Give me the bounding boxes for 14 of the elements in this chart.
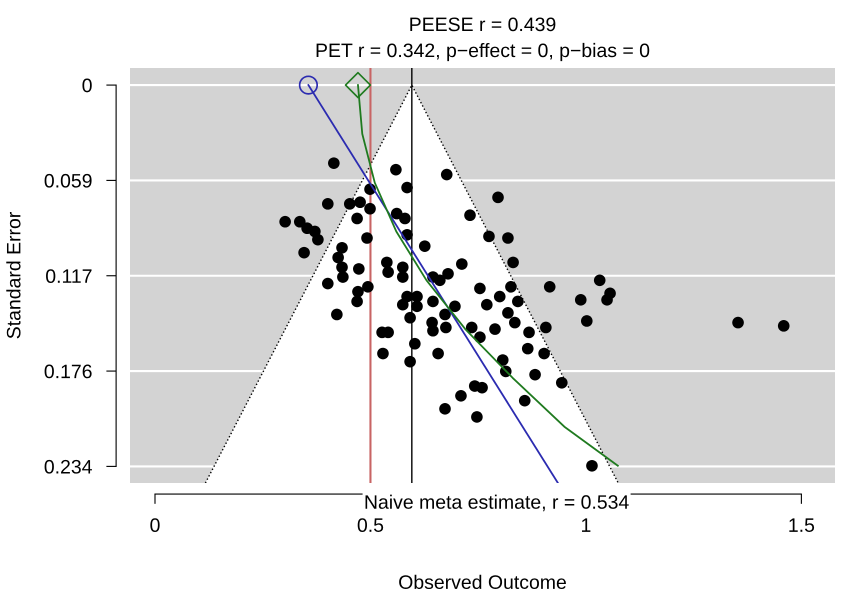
text: Naive meta estimate, r = 0.534	[366, 494, 629, 512]
x-tick-label: 0.5	[358, 518, 384, 532]
x-axis-title: Observed Outcome	[399, 574, 566, 590]
y-axis-title: Standard Error	[6, 212, 21, 338]
y-tick-label: 0.176	[44, 364, 92, 378]
y-tick-label: 0.117	[46, 269, 92, 283]
chart-subtitle: PET r = 0.342, p−effect = 0, p−bias = 0	[316, 42, 650, 62]
x-tick-label: 1	[582, 518, 590, 532]
x-tick-label: 0	[150, 518, 160, 532]
y-tick-label: 0.059	[44, 174, 92, 188]
y-tick-label: 0	[82, 78, 92, 92]
chart-title: PEESE r = 0.439	[410, 17, 556, 32]
x-tick-label: 1.5	[789, 518, 814, 532]
y-tick-label: 0.234	[44, 460, 92, 474]
